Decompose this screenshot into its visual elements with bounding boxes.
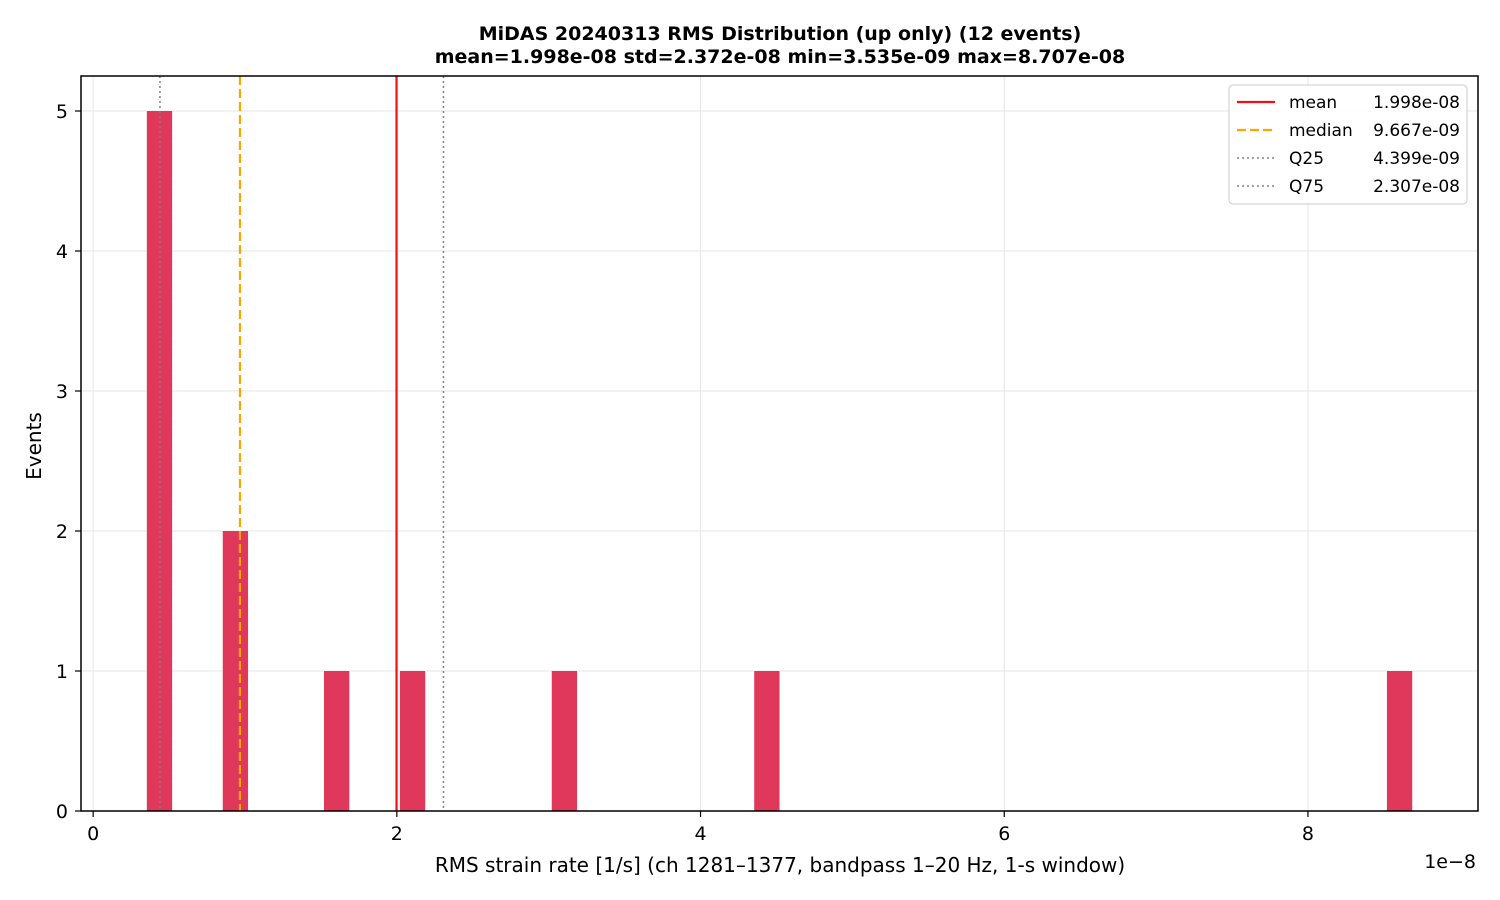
legend-box: [1228, 84, 1468, 205]
x-tick-label: 4: [694, 823, 706, 845]
x-axis-offset-label: 1e−8: [1424, 851, 1476, 873]
legend-value: 9.667e-09: [1373, 121, 1460, 141]
y-tick-label: 2: [56, 521, 68, 543]
bars: [146, 111, 1413, 811]
histogram-bar: [399, 671, 426, 811]
legend-value: 1.998e-08: [1373, 93, 1460, 113]
chart-subtitle: mean=1.998e-08 std=2.372e-08 min=3.535e-…: [435, 46, 1126, 68]
histogram-bar: [551, 671, 578, 811]
y-tick-label: 3: [56, 381, 68, 403]
y-axis-ticks: 0 1 2 3 4 5: [56, 101, 81, 823]
histogram-bar: [754, 671, 780, 811]
legend-name: median: [1289, 121, 1353, 141]
legend: mean 1.998e-08 median 9.667e-09 Q25 4.399e-09…: [1228, 84, 1468, 205]
y-axis-label: Events: [22, 412, 46, 480]
x-axis-label: RMS strain rate [1/s] (ch 1281–1377, ban…: [435, 853, 1125, 877]
y-tick-label: 0: [56, 801, 68, 823]
chart-title: MiDAS 20240313 RMS Distribution (up only…: [479, 23, 1082, 45]
legend-name: mean: [1289, 93, 1337, 113]
histogram-bar: [1386, 671, 1413, 811]
x-tick-label: 0: [87, 823, 99, 845]
legend-name: Q75: [1289, 177, 1324, 197]
y-tick-label: 5: [56, 101, 68, 123]
y-tick-label: 1: [56, 661, 68, 683]
reference-lines: [159, 76, 445, 811]
histogram-bar: [323, 671, 350, 811]
legend-value: 2.307e-08: [1373, 177, 1460, 197]
legend-value: 4.399e-09: [1373, 149, 1460, 169]
legend-name: Q25: [1289, 149, 1324, 169]
x-tick-label: 6: [998, 823, 1010, 845]
x-axis-ticks: 0 2 4 6 8: [87, 811, 1314, 845]
x-tick-label: 2: [391, 823, 403, 845]
x-tick-label: 8: [1302, 823, 1314, 845]
plot-frame: [80, 75, 1479, 812]
histogram-bar: [222, 531, 249, 811]
y-tick-label: 4: [56, 241, 68, 263]
